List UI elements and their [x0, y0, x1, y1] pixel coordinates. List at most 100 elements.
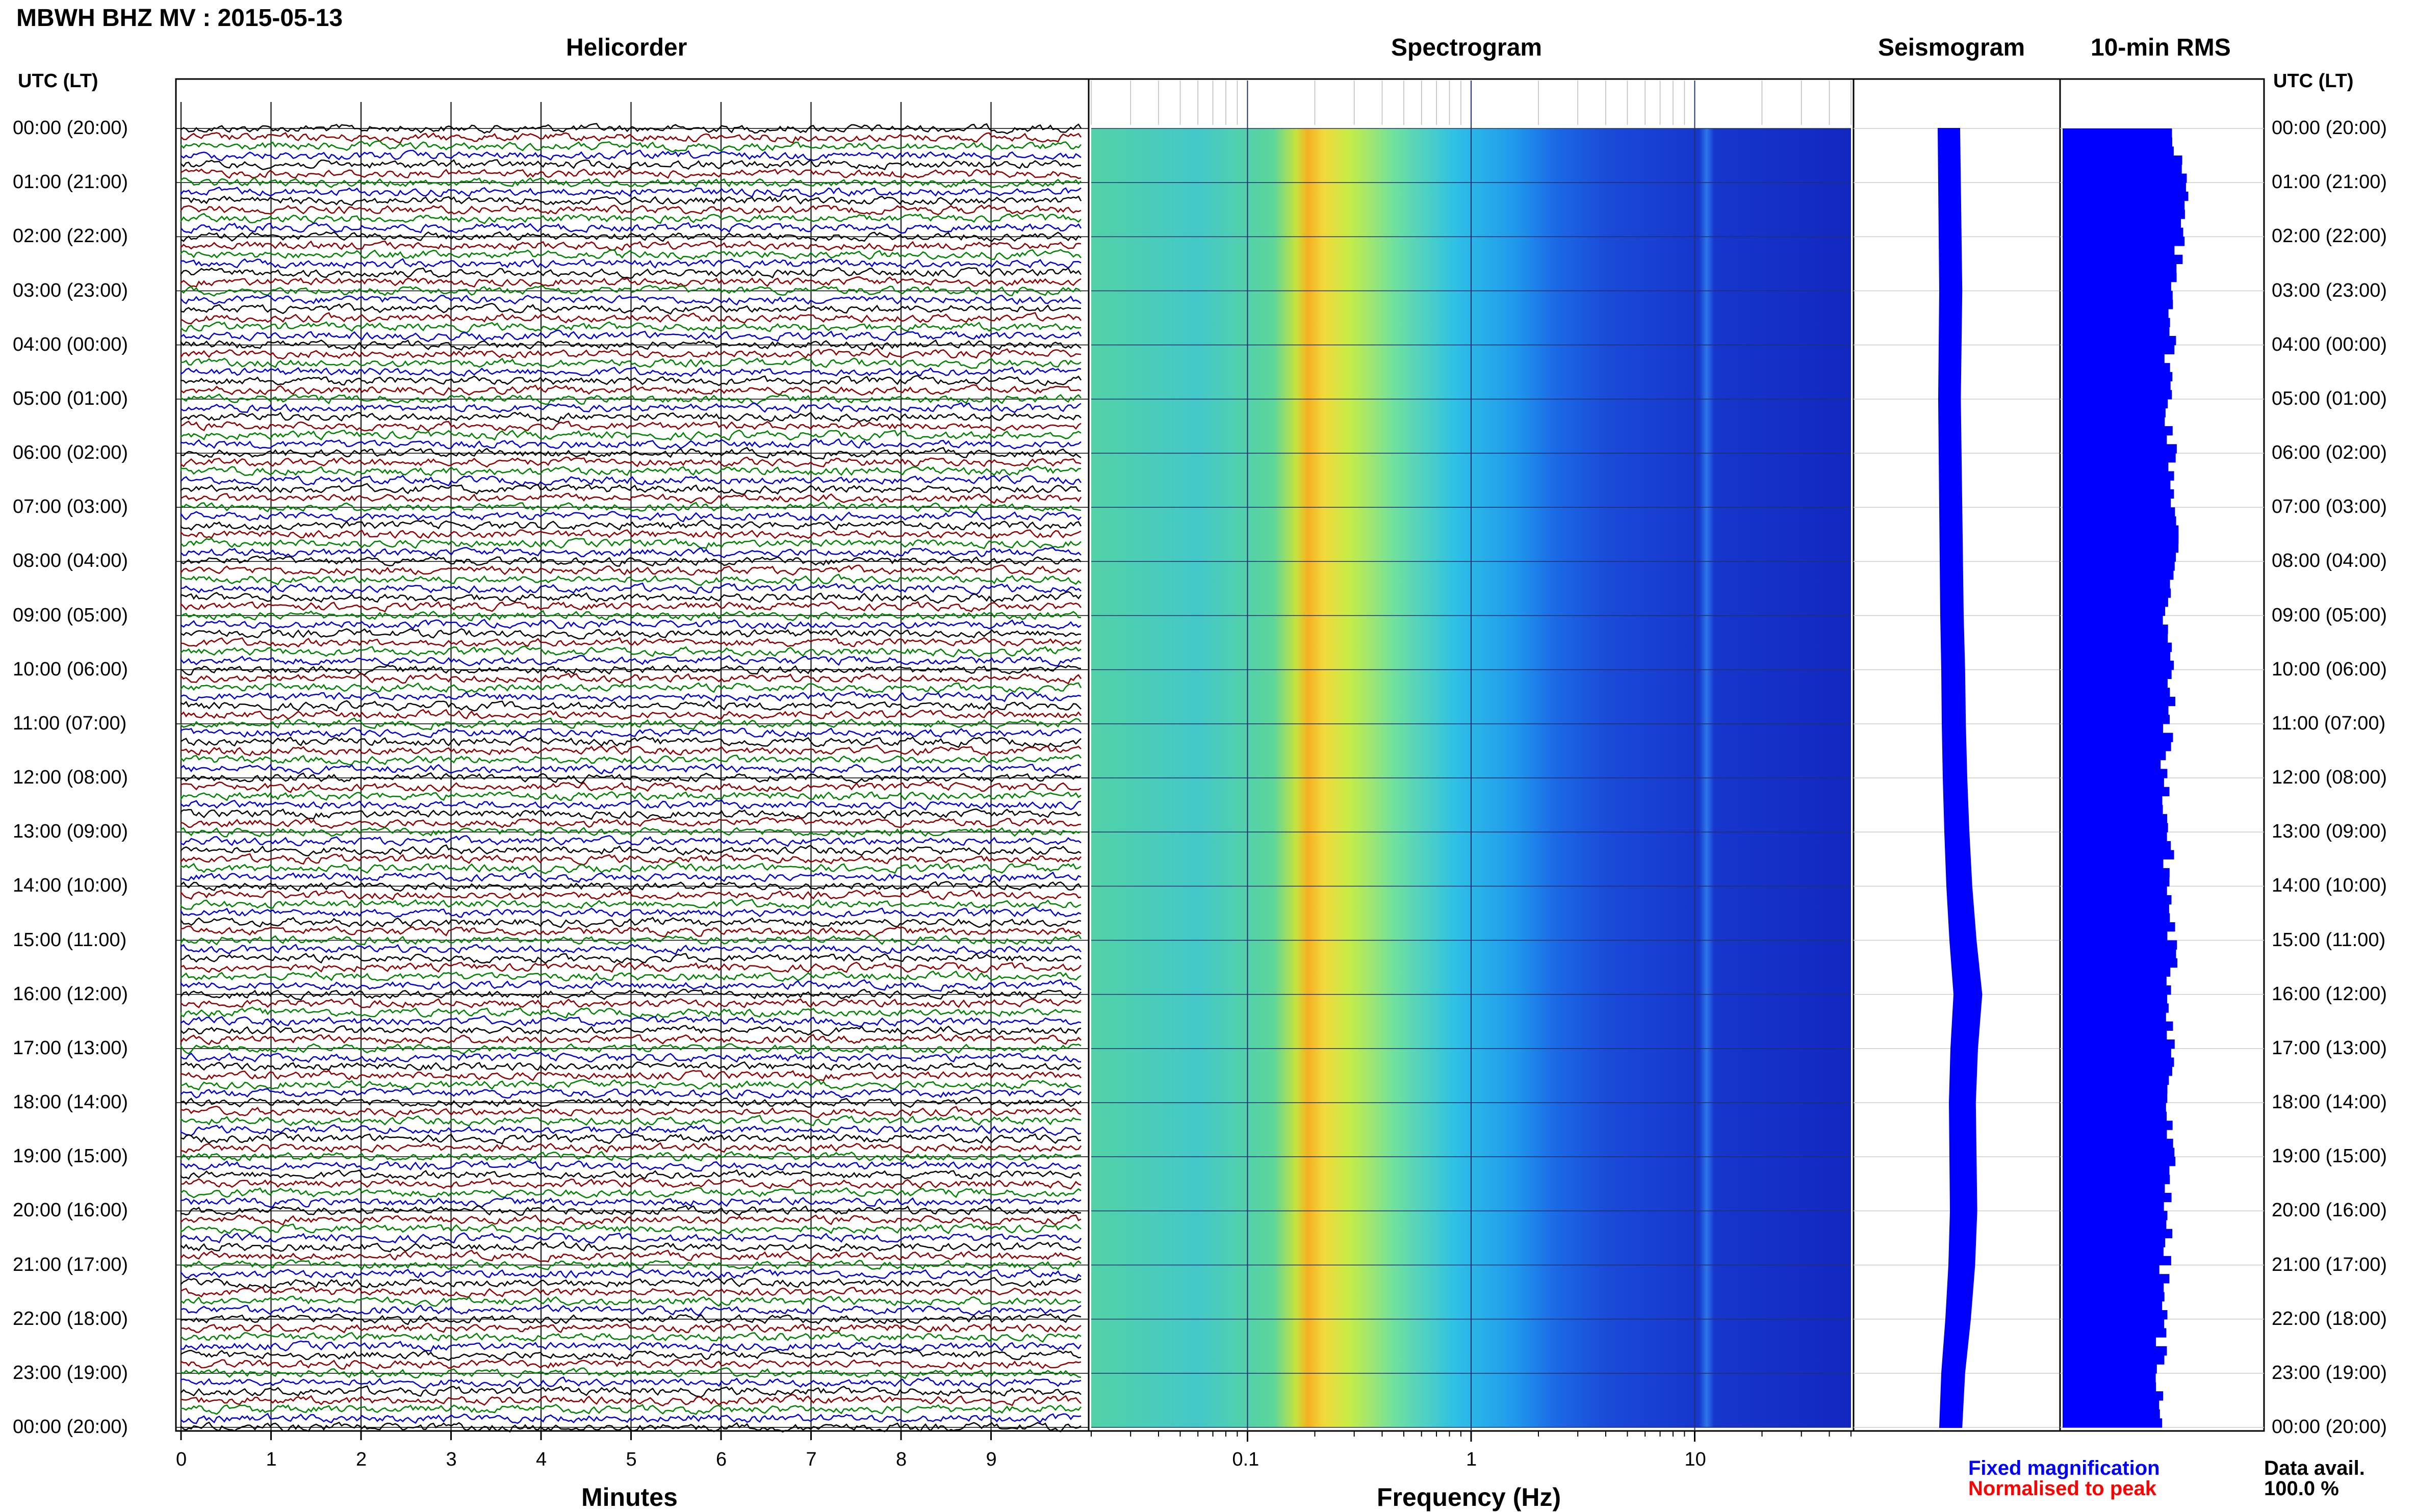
data-avail-label: Data avail.	[2264, 1457, 2365, 1479]
rms-bar	[2063, 1310, 2168, 1320]
rms-bar	[2063, 1111, 2167, 1121]
row-label-left: 23:00 (19:00)	[13, 1362, 128, 1384]
rms-bar	[2063, 958, 2178, 968]
rms-bar	[2063, 390, 2172, 400]
helicorder-trace	[180, 1376, 1082, 1389]
rms-bar	[2063, 1148, 2175, 1157]
row-label-right: 23:00 (19:00)	[2272, 1362, 2387, 1384]
minutes-tick-label: 4	[536, 1449, 547, 1470]
rms-bar	[2063, 1057, 2174, 1067]
helicorder-trace	[180, 610, 1082, 621]
helicorder-trace	[180, 1295, 1082, 1307]
helicorder-trace	[180, 880, 1082, 892]
rms-bar	[2063, 345, 2175, 354]
rms-bar	[2063, 173, 2187, 183]
rms-bar	[2063, 787, 2170, 796]
rms-bar	[2063, 561, 2175, 571]
rms-bar	[2063, 688, 2170, 697]
rms-bar	[2063, 1175, 2170, 1184]
utc-lt-label-left: UTC (LT)	[18, 70, 98, 92]
helicorder-trace	[180, 754, 1082, 766]
helicorder-trace	[180, 925, 1082, 937]
rms-bar	[2063, 814, 2168, 824]
helicorder-trace	[180, 853, 1082, 866]
helicorder-trace	[180, 618, 1082, 630]
rms-bar	[2063, 1138, 2173, 1149]
rms-bar	[2063, 615, 2163, 625]
row-label-right: 01:00 (21:00)	[2272, 171, 2387, 193]
helicorder-trace	[180, 953, 1082, 964]
frequency-tick-label: 10	[1684, 1449, 1706, 1470]
rms-bar	[2063, 733, 2173, 742]
rms-bar	[2063, 1409, 2160, 1419]
rms-bar	[2063, 471, 2174, 481]
rms-bar	[2063, 128, 2172, 138]
helicorder-title: Helicorder	[566, 34, 687, 61]
helicorder-trace	[180, 321, 1082, 334]
rms-bar	[2063, 895, 2172, 905]
helicorder-trace	[180, 1331, 1082, 1343]
helicorder-trace	[180, 1178, 1082, 1190]
rms-bar	[2063, 1265, 2159, 1274]
helicorder-trace	[180, 231, 1082, 242]
rms-bar	[2063, 570, 2174, 580]
rms-bar	[2063, 1066, 2172, 1076]
helicorder-trace	[180, 961, 1082, 973]
rms-bar	[2063, 850, 2174, 859]
station-title: MBWH BHZ MV : 2015-05-13	[16, 5, 343, 32]
row-label-left: 16:00 (12:00)	[13, 983, 128, 1005]
minutes-tick-label: 2	[356, 1449, 367, 1470]
helicorder-trace	[180, 1169, 1082, 1180]
rms-bar	[2063, 1157, 2176, 1166]
helicorder-trace	[180, 348, 1082, 360]
row-label-left: 01:00 (21:00)	[13, 171, 128, 193]
row-label-right: 10:00 (06:00)	[2272, 658, 2387, 680]
helicorder-trace	[180, 1286, 1082, 1298]
helicorder-trace	[180, 1268, 1082, 1281]
rms-bar	[2063, 1030, 2167, 1040]
helicorder-trace	[180, 447, 1082, 460]
helicorder-trace	[180, 140, 1082, 153]
helicorder-trace	[180, 628, 1082, 640]
rms-bar	[2063, 525, 2179, 535]
helicorder-trace	[180, 421, 1082, 432]
rms-bar	[2063, 1292, 2165, 1301]
row-label-left: 17:00 (13:00)	[13, 1037, 128, 1059]
rms-bar	[2063, 723, 2164, 734]
row-label-right: 22:00 (18:00)	[2272, 1308, 2387, 1329]
rms-bar	[2063, 651, 2171, 661]
row-label-right: 13:00 (09:00)	[2272, 821, 2387, 843]
helicorder-trace	[180, 186, 1082, 198]
helicorder-trace	[180, 204, 1082, 216]
rms-bar	[2063, 462, 2169, 472]
helicorder-trace	[180, 1043, 1082, 1055]
rms-bar	[2063, 696, 2176, 707]
rms-bar	[2063, 146, 2174, 156]
helicorder-trace	[180, 195, 1082, 206]
row-label-right: 05:00 (01:00)	[2272, 387, 2387, 409]
helicorder-trace	[180, 402, 1082, 413]
rms-bar	[2063, 1021, 2173, 1031]
helicorder-trace	[180, 1087, 1082, 1099]
rms-bar	[2063, 949, 2176, 959]
rms-bar	[2063, 273, 2177, 282]
frequency-axis-label: Frequency (Hz)	[1377, 1483, 1561, 1511]
helicorder-trace	[180, 438, 1082, 450]
rms-bar	[2063, 886, 2167, 896]
rms-bar	[2063, 1400, 2159, 1410]
rms-bar	[2063, 210, 2185, 219]
helicorder-trace	[180, 709, 1082, 720]
helicorder-trace	[180, 357, 1082, 369]
helicorder-trace	[180, 691, 1082, 702]
minutes-tick-label: 3	[446, 1449, 457, 1470]
row-label-left: 02:00 (22:00)	[13, 225, 128, 247]
row-label-left: 11:00 (07:00)	[13, 712, 127, 734]
rms-bar	[2063, 859, 2164, 869]
rms-bar	[2063, 1364, 2157, 1374]
rms-bar	[2063, 534, 2179, 544]
rms-bar	[2063, 994, 2168, 1004]
row-label-right: 00:00 (20:00)	[2272, 117, 2387, 139]
row-label-right: 18:00 (14:00)	[2272, 1091, 2387, 1113]
row-label-left: 22:00 (18:00)	[13, 1308, 128, 1329]
rms-bar	[2063, 588, 2171, 598]
